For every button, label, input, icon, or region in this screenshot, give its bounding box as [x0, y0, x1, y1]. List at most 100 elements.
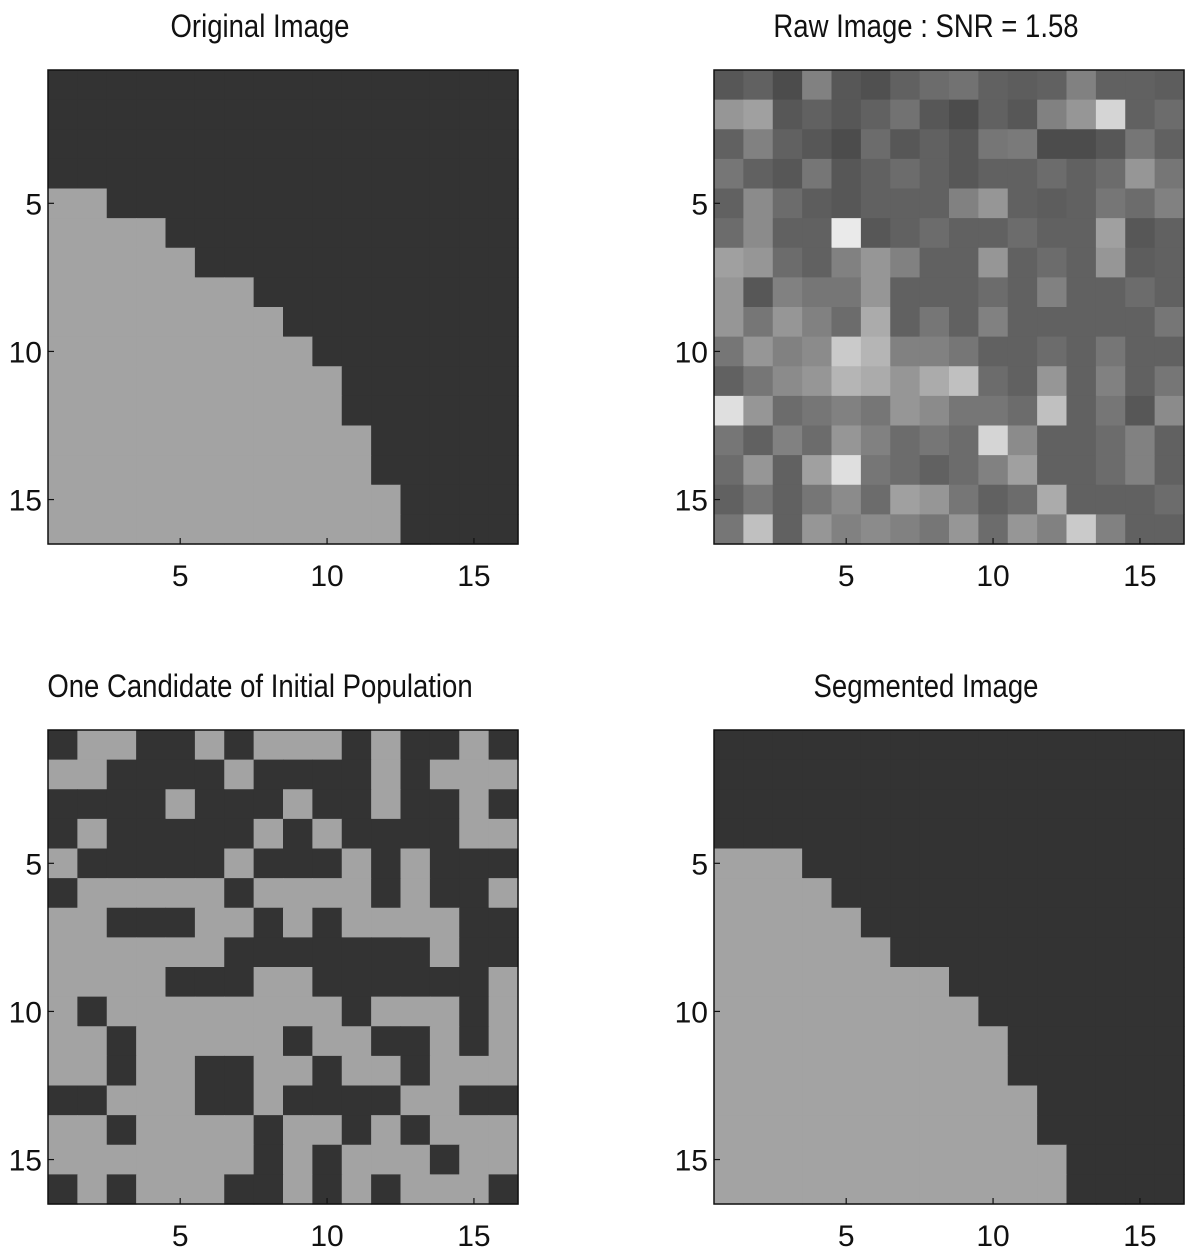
- heatmap-cell: [1007, 307, 1038, 338]
- heatmap-cell: [224, 188, 255, 219]
- heatmap-cell: [772, 1174, 803, 1205]
- heatmap-cell: [1037, 425, 1068, 456]
- heatmap-cell: [1095, 366, 1126, 397]
- heatmap-cell: [283, 99, 313, 130]
- heatmap-cell: [429, 1174, 460, 1205]
- heatmap-cell: [1066, 967, 1097, 998]
- heatmap-cell: [890, 996, 921, 1027]
- plot-frame: [713, 729, 1185, 1205]
- heatmap-cell: [136, 218, 167, 249]
- heatmap-cell: [341, 218, 372, 249]
- heatmap-cell: [165, 70, 196, 101]
- heatmap-cell: [429, 277, 460, 308]
- heatmap-cell: [919, 848, 950, 879]
- heatmap-cell: [400, 514, 431, 545]
- heatmap-cell: [772, 158, 803, 190]
- heatmap-cell: [1007, 1174, 1038, 1205]
- heatmap-cell: [714, 158, 744, 190]
- heatmap-cell: [949, 878, 979, 909]
- heatmap-cell: [341, 1085, 372, 1116]
- heatmap-cell: [1095, 730, 1126, 761]
- heatmap-cell: [1037, 937, 1068, 968]
- heatmap-cell: [949, 99, 979, 130]
- heatmap-cell: [253, 967, 284, 998]
- heatmap-cell: [194, 218, 225, 249]
- heatmap-cell: [459, 158, 490, 190]
- heatmap-cell: [831, 129, 862, 160]
- heatmap-cell: [77, 247, 108, 278]
- heatmap-cell: [224, 1055, 255, 1087]
- heatmap-cell: [194, 455, 225, 486]
- x-tick-label: 10: [310, 560, 343, 593]
- heatmap-cell: [106, 1026, 137, 1057]
- y-tick-label: 10: [9, 336, 42, 369]
- heatmap-cell: [106, 277, 137, 308]
- heatmap-cell: [283, 514, 313, 545]
- heatmap-cell: [312, 425, 343, 456]
- heatmap-cell: [1154, 158, 1185, 190]
- heatmap-cell: [283, 395, 313, 427]
- x-tick-label: 15: [1123, 560, 1156, 593]
- heatmap-cell: [77, 307, 108, 338]
- heatmap-cell: [1154, 878, 1185, 909]
- heatmap-cell: [400, 1085, 431, 1116]
- heatmap-cell: [341, 996, 372, 1027]
- heatmap-cell: [1037, 1174, 1068, 1205]
- heatmap-cell: [106, 759, 137, 790]
- heatmap-cell: [919, 70, 950, 101]
- heatmap-cell: [106, 1055, 137, 1087]
- heatmap-cell: [429, 1055, 460, 1087]
- heatmap-cell: [165, 1144, 196, 1175]
- heatmap-cell: [136, 907, 167, 938]
- heatmap-cell: [1066, 907, 1097, 938]
- heatmap-cell: [802, 730, 833, 761]
- heatmap-cell: [1007, 759, 1038, 790]
- heatmap-cell: [106, 878, 137, 909]
- heatmap-cell: [77, 996, 108, 1027]
- heatmap-cell: [1125, 395, 1156, 427]
- heatmap-cell: [1095, 395, 1126, 427]
- heatmap-cell: [371, 967, 402, 998]
- heatmap-cell: [978, 129, 1009, 160]
- heatmap-cell: [136, 277, 167, 308]
- heatmap-cell: [949, 996, 979, 1027]
- heatmap-cell: [77, 1055, 108, 1087]
- x-tick-label: 5: [838, 560, 855, 593]
- plot-frame: [713, 69, 1185, 545]
- heatmap-cell: [400, 1026, 431, 1057]
- heatmap-cell: [459, 99, 490, 130]
- heatmap-cell: [283, 996, 313, 1027]
- heatmap-cell: [1007, 129, 1038, 160]
- heatmap-cell: [1037, 129, 1068, 160]
- heatmap-cell: [77, 395, 108, 427]
- heatmap-cell: [429, 907, 460, 938]
- heatmap-cell: [772, 455, 803, 486]
- heatmap-cell: [400, 158, 431, 190]
- heatmap-cell: [1154, 425, 1185, 456]
- heatmap-cell: [831, 425, 862, 456]
- heatmap-cell: [978, 158, 1009, 190]
- heatmap-cell: [1095, 99, 1126, 130]
- heatmap-cell: [341, 395, 372, 427]
- heatmap-cell: [253, 307, 284, 338]
- heatmap-cell: [194, 99, 225, 130]
- y-tick-label: 15: [675, 1145, 708, 1178]
- x-tick-label: 5: [172, 1220, 189, 1253]
- heatmap-cell: [106, 848, 137, 879]
- heatmap-cell: [1007, 730, 1038, 761]
- heatmap-cell: [400, 1115, 431, 1146]
- heatmap-cell: [890, 425, 921, 456]
- heatmap-cell: [860, 878, 891, 909]
- heatmap-cell: [1007, 158, 1038, 190]
- heatmap-cell: [400, 188, 431, 219]
- heatmap-cell: [488, 336, 519, 367]
- heatmap-cell: [714, 247, 744, 278]
- heatmap-cell: [831, 247, 862, 278]
- heatmap-cell: [48, 1174, 78, 1205]
- heatmap-cell: [802, 789, 833, 820]
- plot-frame: [47, 729, 519, 1205]
- heatmap-cell: [371, 1085, 402, 1116]
- heatmap-cell: [1125, 907, 1156, 938]
- heatmap-cell: [1007, 996, 1038, 1027]
- heatmap-cell: [860, 1085, 891, 1116]
